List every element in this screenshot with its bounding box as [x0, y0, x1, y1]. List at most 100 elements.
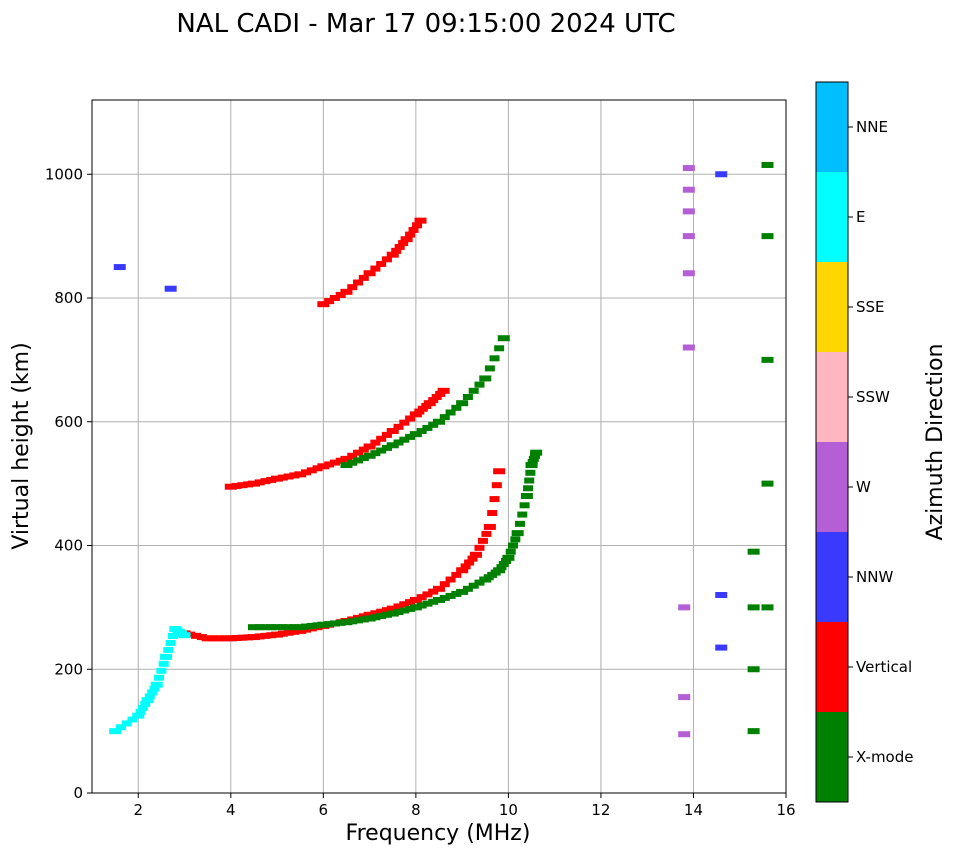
echo-segment — [231, 482, 242, 489]
echo-point — [109, 728, 122, 735]
echo-segment — [381, 431, 392, 438]
echo-segment — [254, 633, 265, 640]
echo-segment — [399, 436, 410, 443]
echo-segment — [329, 459, 340, 466]
y-tick-label: 600 — [54, 413, 83, 431]
echo-point — [201, 635, 214, 642]
echo-point — [678, 694, 691, 701]
echo-segment — [147, 689, 158, 696]
echo-segment — [237, 634, 248, 641]
echo-point — [294, 624, 307, 631]
echo-segment — [399, 607, 410, 614]
echo-segment — [416, 602, 427, 609]
echo-point — [141, 697, 154, 704]
echo-segment — [491, 482, 502, 489]
echo-segment — [464, 559, 475, 566]
echo-segment — [525, 469, 536, 476]
echo-point — [530, 449, 543, 456]
echo-segment — [370, 439, 381, 446]
echo-point — [386, 605, 399, 612]
echo-point — [409, 604, 422, 611]
echo-point — [224, 483, 237, 490]
echo-segment — [260, 478, 271, 485]
echo-segment — [393, 439, 404, 446]
echo-point — [271, 631, 284, 638]
echo-point — [678, 731, 691, 738]
colorbar-label: Azimuth Direction — [923, 343, 948, 540]
echo-segment — [283, 473, 294, 480]
echo-segment — [527, 458, 538, 465]
echo-segment — [370, 450, 381, 457]
echo-segment — [347, 618, 358, 625]
series-group — [340, 335, 510, 469]
echo-segment — [445, 592, 456, 599]
echo-point — [247, 480, 260, 487]
x-axis-label: Frequency (MHz) — [346, 821, 531, 846]
echo-segment — [428, 421, 439, 428]
echo-segment — [376, 260, 387, 267]
echo-segment — [528, 455, 539, 462]
echo-point — [470, 551, 483, 558]
echo-segment — [347, 459, 358, 466]
echo-segment — [370, 265, 381, 272]
echo-point — [271, 475, 284, 482]
echo-segment — [494, 345, 505, 352]
echo-segment — [335, 291, 346, 298]
echo-segment — [484, 365, 495, 372]
echo-segment — [505, 548, 516, 555]
echo-segment — [347, 452, 358, 459]
echo-point — [682, 208, 695, 215]
echo-point — [682, 270, 695, 277]
echo-segment — [353, 457, 364, 464]
echo-segment — [477, 537, 488, 544]
colorbar-category-label: NNE — [856, 118, 888, 136]
echo-segment — [474, 381, 485, 388]
echo-segment — [140, 701, 151, 708]
echo-point — [150, 681, 163, 688]
echo-segment — [412, 222, 423, 229]
echo-segment — [408, 226, 419, 233]
echo-segment — [467, 555, 478, 562]
plot-frame — [91, 99, 787, 794]
echo-point — [502, 554, 515, 561]
echo-point — [386, 610, 399, 617]
echo-segment — [487, 510, 498, 517]
series-group — [747, 161, 774, 735]
echo-segment — [496, 564, 507, 571]
echo-segment — [254, 624, 265, 631]
echo-point — [456, 588, 469, 595]
echo-segment — [300, 623, 311, 630]
y-tick-label: 1000 — [45, 165, 83, 183]
echo-point — [682, 233, 695, 240]
echo-segment — [462, 394, 473, 400]
x-tick-label: 16 — [776, 801, 795, 819]
colorbar-swatch — [816, 82, 848, 172]
echo-segment — [347, 284, 358, 291]
echo-point — [340, 455, 353, 462]
y-tick-label: 0 — [73, 784, 83, 802]
echo-segment — [376, 447, 387, 454]
echo-segment — [501, 557, 512, 564]
echo-segment — [370, 610, 381, 617]
echo-segment — [358, 446, 369, 453]
echo-segment — [399, 601, 410, 608]
echo-segment — [399, 419, 410, 426]
echo-point — [363, 615, 376, 622]
colorbar-swatch — [816, 262, 848, 352]
y-axis-ticks: 0 200 400 600 800 1000 — [45, 165, 92, 802]
echo-segment — [468, 582, 479, 589]
echo-point — [294, 471, 307, 478]
echo-segment — [460, 563, 471, 570]
chart-title: NAL CADI - Mar 17 09:15:00 2024 UTC — [176, 9, 675, 39]
echo-segment — [422, 600, 433, 607]
echo-segment — [474, 579, 485, 586]
echo-segment — [167, 632, 178, 639]
echo-segment — [514, 520, 525, 527]
echo-segment — [489, 496, 500, 503]
colorbar: X-mode Vertical NNW W SSW SSE E NNE — [815, 81, 913, 803]
echo-segment — [277, 474, 288, 481]
echo-point — [340, 462, 353, 469]
x-tick-label: 8 — [411, 801, 421, 819]
echo-segment — [439, 594, 450, 601]
echo-segment — [353, 279, 364, 286]
